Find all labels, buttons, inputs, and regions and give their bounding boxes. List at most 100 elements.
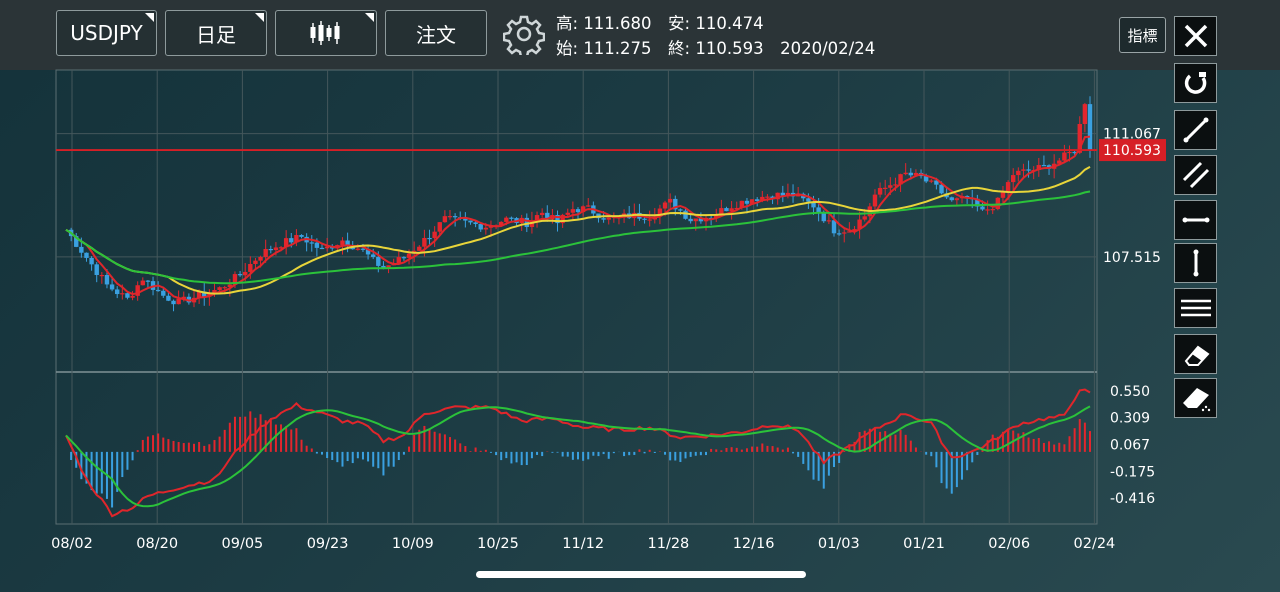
trendline-tool-button[interactable] — [1174, 110, 1217, 150]
candle-body — [601, 218, 606, 220]
candle-body — [365, 248, 371, 255]
candle-body — [155, 289, 161, 292]
candle-body — [176, 298, 181, 305]
candle-body — [442, 216, 448, 223]
symbol-selector-button[interactable]: USDJPY — [56, 10, 157, 56]
candle-body — [371, 254, 376, 257]
horizontal-line-tool-button[interactable] — [1174, 200, 1217, 240]
x-tick-label: 09/23 — [307, 536, 349, 552]
macd-axis-label: 0.309 — [1110, 411, 1150, 427]
eraser-all-tool-button[interactable] — [1174, 378, 1217, 418]
candle-body — [299, 235, 304, 237]
candle-body — [360, 248, 366, 250]
candle-body — [278, 247, 284, 249]
magnet-tool-button[interactable] — [1174, 63, 1217, 103]
candle-body — [877, 187, 883, 195]
candle-body — [452, 216, 458, 218]
candle-body — [376, 256, 381, 266]
candle-body — [883, 187, 888, 189]
close-value: 110.593 — [695, 39, 764, 58]
candle-body — [263, 249, 268, 257]
candle-body — [79, 246, 84, 253]
candle-body — [109, 284, 115, 290]
candle-body — [1021, 169, 1026, 171]
candle-body — [309, 242, 314, 244]
symbol-label: USDJPY — [70, 21, 143, 45]
candle-body — [468, 220, 473, 223]
candle-body — [202, 291, 207, 297]
x-tick-label: 10/09 — [392, 536, 434, 552]
parallel-lines-tool-button[interactable] — [1174, 155, 1217, 195]
close-tools-button[interactable] — [1174, 16, 1217, 56]
timeframe-selector-button[interactable]: 日足 — [165, 10, 267, 56]
vertical-line-tool-button[interactable] — [1174, 243, 1217, 283]
candle-body — [463, 218, 468, 221]
eraser-all-icon — [1182, 388, 1210, 412]
candle-body — [258, 256, 263, 261]
candle-body — [227, 284, 233, 288]
candle-body — [161, 290, 166, 296]
candle-body — [499, 221, 504, 226]
x-tick-label: 08/20 — [136, 536, 178, 552]
x-tick-label: 02/06 — [988, 536, 1030, 552]
x-tick-label: 01/21 — [903, 536, 945, 552]
candle-body — [698, 218, 704, 222]
candle-body — [560, 214, 565, 224]
candle-body — [862, 216, 867, 220]
candle-body — [294, 235, 299, 243]
candle-body — [283, 238, 289, 248]
candle-body — [908, 172, 913, 176]
candle-body — [1016, 170, 1021, 176]
candle-body — [565, 212, 570, 215]
macd-axis-label: -0.416 — [1110, 491, 1155, 507]
candle-body — [1036, 165, 1041, 170]
x-tick-label: 02/24 — [1074, 536, 1116, 552]
magnet-icon — [1184, 72, 1206, 94]
candle-body — [1087, 104, 1093, 151]
candle-body — [396, 257, 401, 264]
candle-body — [760, 196, 765, 201]
candle-body — [949, 197, 954, 201]
indicator-label: 指標 — [1127, 26, 1158, 45]
macd-axis-label: 0.067 — [1110, 437, 1150, 453]
candle-body — [289, 238, 294, 243]
open-label: 始: — [556, 39, 579, 58]
candle-body — [755, 199, 760, 201]
candle-body — [422, 237, 427, 247]
eraser-tool-button[interactable] — [1174, 334, 1217, 374]
candle-body — [1026, 169, 1031, 171]
candle-body — [898, 174, 903, 185]
candle-body — [171, 300, 176, 305]
candle-body — [324, 246, 330, 249]
dropdown-corner-icon — [255, 13, 264, 22]
order-button[interactable]: 注文 — [385, 10, 487, 56]
candle-body — [232, 274, 238, 285]
candle-body — [268, 249, 273, 251]
candle-body — [94, 264, 99, 275]
candle-body — [217, 287, 222, 290]
candle-body — [570, 209, 576, 213]
candle-body — [386, 265, 391, 269]
candle-body — [980, 206, 985, 210]
vertical-line-icon — [1193, 249, 1198, 277]
candle-body — [673, 198, 678, 210]
candle-body — [831, 220, 837, 234]
candle-body — [181, 296, 186, 299]
candle-body — [657, 208, 663, 217]
candle-body — [145, 280, 151, 282]
candlestick-icon — [310, 21, 340, 45]
chart-type-button[interactable] — [275, 10, 377, 56]
candle-body — [1067, 151, 1072, 154]
candle-body — [606, 217, 611, 220]
candle-body — [478, 223, 483, 230]
candle-body — [580, 206, 586, 213]
candle-body — [115, 289, 120, 295]
settings-button[interactable] — [502, 13, 546, 59]
candle-body — [1005, 182, 1011, 193]
indicator-button[interactable]: 指標 — [1119, 17, 1166, 53]
candle-body — [693, 218, 698, 222]
candle-body — [104, 274, 110, 285]
candle-body — [586, 205, 591, 207]
multi-line-tool-button[interactable] — [1174, 288, 1217, 328]
